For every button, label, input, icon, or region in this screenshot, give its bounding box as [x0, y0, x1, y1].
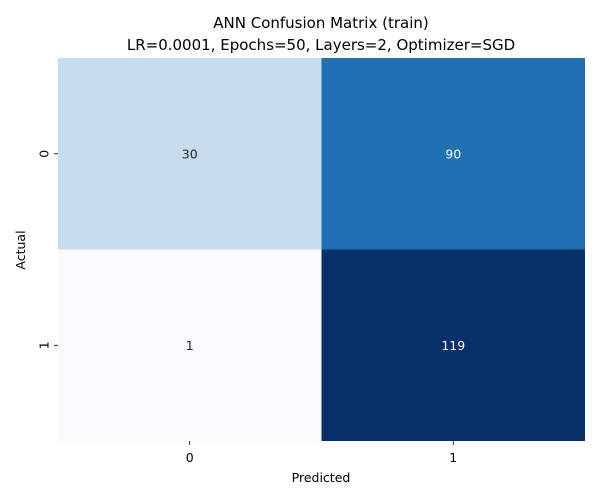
heatmap-cell-r0-c1 [321, 58, 585, 250]
chart-title-line1: ANN Confusion Matrix (train) [213, 14, 428, 32]
cell-value-r1-c0: 1 [186, 338, 194, 353]
heatmap-cell-r1-c1 [321, 249, 585, 441]
x-axis-label: Predicted [292, 470, 351, 485]
cell-value-r0-c1: 90 [445, 146, 461, 161]
y-tick-label-0: 0 [37, 150, 52, 158]
y-tick-label-1: 1 [37, 341, 52, 349]
heatmap-cell-labels: 30 90 1 119 [182, 146, 465, 353]
x-tick-label-0: 0 [186, 450, 194, 465]
cell-value-r0-c0: 30 [182, 146, 198, 161]
cell-value-r1-c1: 119 [441, 338, 465, 353]
heatmap-cell-r1-c0 [58, 249, 322, 441]
chart-title-line2: LR=0.0001, Epochs=50, Layers=2, Optimize… [127, 36, 515, 54]
y-axis-ticks: 01 [37, 150, 58, 349]
heatmap-cell-r0-c0 [58, 58, 322, 250]
heatmap-cells [58, 58, 585, 441]
y-axis-label: Actual [13, 230, 28, 269]
x-tick-label-1: 1 [449, 450, 457, 465]
